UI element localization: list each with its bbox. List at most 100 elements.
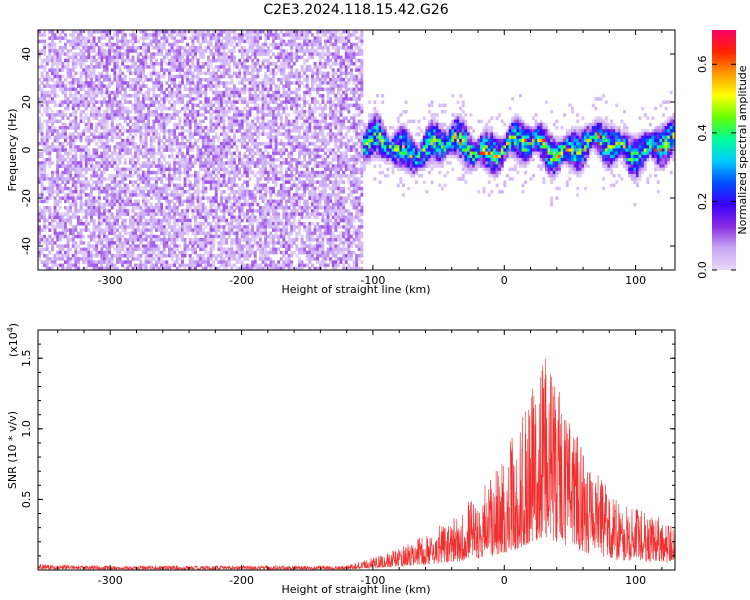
spectrogram-cell <box>137 270 140 274</box>
spectrogram-cell <box>139 174 143 178</box>
spectrogram-cell <box>269 138 273 143</box>
spectrogram-cell <box>103 119 106 124</box>
spectrogram-cell <box>269 186 273 191</box>
spectrogram-cell <box>152 100 156 104</box>
spectrogram-cell <box>110 132 114 136</box>
spectrogram-cell <box>209 202 213 207</box>
spectrogram-cell <box>97 39 101 44</box>
spectrogram-cell <box>217 113 221 117</box>
spectrogram-cell <box>178 119 182 124</box>
spectrogram-cell <box>240 81 244 85</box>
spectrogram-cell <box>230 231 234 236</box>
spectrogram-cell <box>230 138 234 143</box>
spectrogram-cell <box>196 170 200 175</box>
spectrogram-cell <box>38 247 41 252</box>
spectrogram-cell <box>142 202 145 207</box>
spectrogram-cell <box>149 183 153 188</box>
spectrogram-cell <box>227 158 231 162</box>
spectrogram-cell <box>266 103 270 108</box>
spectrogram-cell <box>108 129 112 133</box>
spectrogram-cell <box>144 199 148 204</box>
spectrogram-cell <box>84 215 88 220</box>
spectrogram-cell <box>261 42 265 47</box>
spectrogram-cell <box>100 244 104 248</box>
spectrogram-cell <box>157 206 161 210</box>
spectrogram-cell <box>225 42 229 47</box>
spectrogram-cell <box>61 186 65 191</box>
spectrogram-cell <box>123 260 127 264</box>
spectrogram-cell <box>207 62 210 66</box>
spectrogram-cell <box>261 212 265 216</box>
spectrogram-cell <box>217 186 221 191</box>
spectrogram-cell <box>217 100 221 104</box>
spectrogram-cell <box>274 71 278 76</box>
spectrogram-cell <box>204 186 208 191</box>
spectrogram-cell <box>144 254 148 258</box>
spectrogram-cell <box>227 206 231 210</box>
spectrogram-cell <box>201 126 205 130</box>
spectrogram-cell <box>123 74 127 79</box>
spectrogram-cell <box>168 180 171 184</box>
spectrogram-cell <box>209 138 213 143</box>
spectrogram-cell <box>274 193 278 197</box>
spectrogram-cell <box>74 241 78 245</box>
spectrogram-cell <box>227 231 231 236</box>
spectrogram-cell <box>113 71 117 76</box>
spectrogram-cell <box>227 129 231 133</box>
spectrogram-cell <box>230 87 234 92</box>
spectrogram-cell <box>87 33 91 37</box>
spectrogram-cell <box>110 42 114 47</box>
spectrogram-cell <box>58 177 62 181</box>
spectrogram-cell <box>201 106 205 111</box>
spectrogram-cell <box>183 36 187 40</box>
spectrogram-cell <box>79 170 83 175</box>
spectrogram-cell <box>212 254 216 258</box>
spectrogram-cell <box>266 110 270 114</box>
spectrogram-cell <box>186 122 190 127</box>
spectrogram-cell <box>165 270 168 274</box>
spectrogram-cell <box>56 94 60 98</box>
spectrogram-cell <box>61 225 65 229</box>
spectrogram-cell <box>136 103 140 108</box>
spectrogram-cell <box>274 135 278 140</box>
spectrogram-cell <box>113 222 117 226</box>
spectrogram-cell <box>220 71 223 76</box>
spectrogram-cell <box>230 215 234 220</box>
spectrogram-cell <box>266 234 270 239</box>
spectrogram-cell <box>95 94 99 98</box>
spectrogram-cell <box>253 215 257 220</box>
spectrogram-cell <box>43 170 47 175</box>
spectrogram-cell <box>274 174 278 178</box>
spectrogram-cell <box>196 78 200 82</box>
spectrogram-cell <box>256 132 260 136</box>
spectrogram-cell <box>233 183 236 188</box>
spectrogram-cell <box>181 186 184 191</box>
spectrogram-cell <box>90 33 93 37</box>
spectrogram-cell <box>69 206 73 210</box>
spectrogram-cell <box>108 42 112 47</box>
spectrogram-cell <box>53 36 57 40</box>
spectrogram-cell <box>45 81 49 85</box>
spectrogram-cell <box>100 266 104 270</box>
spectrogram-cell <box>259 225 262 229</box>
spectrogram-cell <box>181 254 184 258</box>
spectrogram-cell <box>38 234 41 239</box>
spectrogram-cell <box>66 39 70 44</box>
spectrogram-cell <box>74 266 78 270</box>
spectrogram-cell <box>142 42 145 47</box>
spectrogram-cell <box>204 250 208 255</box>
spectrogram-cell <box>108 52 112 56</box>
spectrogram-cell <box>97 260 101 264</box>
spectrogram-cell <box>209 247 213 252</box>
spectrogram-cell <box>261 116 265 120</box>
spectrogram-cell <box>97 122 101 127</box>
spectrogram-cell <box>238 158 242 162</box>
spectrogram-cell <box>64 260 67 264</box>
spectrogram-cell <box>266 151 270 156</box>
spectrogram-cell <box>155 97 158 101</box>
spectrogram-cell <box>95 183 99 188</box>
spectrogram-cell <box>92 222 96 226</box>
spectrogram-cell <box>139 138 143 143</box>
spectrogram-cell <box>274 116 278 120</box>
spectrogram-cell <box>142 270 145 274</box>
